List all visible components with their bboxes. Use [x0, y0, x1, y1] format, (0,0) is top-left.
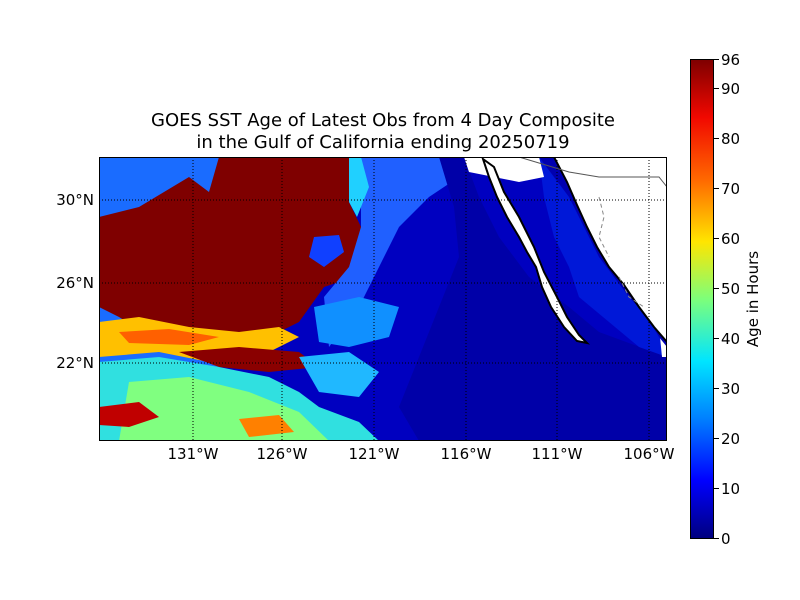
colorbar-tick — [714, 388, 719, 389]
sst-age-map — [99, 157, 667, 441]
map-title-line-2: in the Gulf of California ending 2025071… — [196, 132, 570, 153]
colorbar-tick-label: 10 — [721, 480, 741, 498]
colorbar-tick-label: 70 — [721, 180, 741, 198]
colorbar-title: Age in Hours — [744, 250, 762, 348]
orange-streak — [119, 329, 219, 345]
colorbar-tick-label: 90 — [721, 80, 741, 98]
blue-patch — [309, 235, 344, 267]
colorbar-tick — [714, 59, 719, 60]
colorbar-tick — [714, 488, 719, 489]
y-tick-label: 22°N — [56, 354, 94, 372]
red-streak-bottom — [99, 402, 159, 427]
colorbar-tick-label: 40 — [721, 330, 741, 348]
border-line — [518, 157, 667, 188]
colorbar-tick — [714, 88, 719, 89]
colorbar-tick — [714, 538, 719, 539]
mainland-coastline — [553, 157, 667, 343]
light-blue-streak — [314, 297, 399, 347]
x-tick-label: 121°W — [348, 445, 400, 463]
red-streak-lower — [179, 347, 319, 372]
mexico-land-mass — [554, 157, 667, 342]
orange-spot-bottom — [239, 415, 294, 437]
colorbar-tick-label: 30 — [721, 380, 741, 398]
old-data-block — [99, 157, 361, 347]
colorbar-tick — [714, 238, 719, 239]
colorbar — [690, 59, 714, 539]
colorbar-tick — [714, 338, 719, 339]
y-tick-label: 30°N — [56, 191, 94, 209]
x-tick-label: 126°W — [256, 445, 308, 463]
colorbar-tick — [714, 438, 719, 439]
x-tick-label: 131°W — [167, 445, 219, 463]
colorbar-tick-label: 80 — [721, 130, 741, 148]
colorbar-tick-label: 96 — [721, 51, 741, 69]
colorbar-tick-label: 60 — [721, 230, 741, 248]
map-frame — [99, 157, 667, 441]
y-tick-label: 26°N — [56, 274, 94, 292]
cyan-streak — [349, 157, 369, 217]
x-tick-label: 106°W — [623, 445, 675, 463]
baja-land — [481, 157, 591, 345]
x-tick-label: 116°W — [440, 445, 492, 463]
map-canvas — [99, 157, 667, 441]
colorbar-tick-label: 20 — [721, 430, 741, 448]
map-title-line-1: GOES SST Age of Latest Obs from 4 Day Co… — [151, 110, 615, 131]
colorbar-tick — [714, 188, 719, 189]
river-dashes — [598, 196, 645, 308]
colorbar-tick-label: 0 — [721, 530, 731, 548]
graticule — [99, 157, 667, 441]
colorbar-tick — [714, 138, 719, 139]
x-tick-label: 111°W — [531, 445, 583, 463]
colorbar-tick — [714, 288, 719, 289]
colorbar-tick-label: 50 — [721, 280, 741, 298]
